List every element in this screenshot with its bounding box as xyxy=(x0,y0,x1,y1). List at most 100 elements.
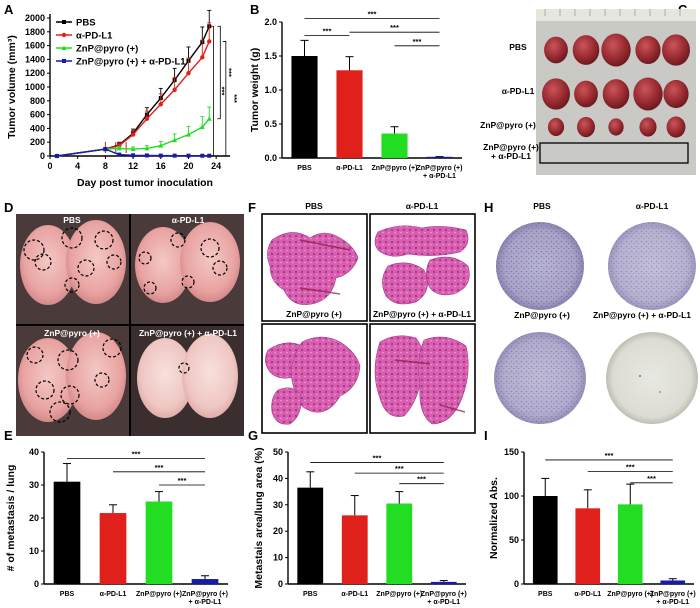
y-axis-label: Tumor weight (g) xyxy=(249,48,261,132)
chart-tumor-weight: 0.0 0.5 1.0 1.5 2.0 PBS α-PD-L1 ZnP@pyro (+) ZnP… xyxy=(249,10,462,180)
y-tick-label: 100 xyxy=(504,491,519,501)
sig-bracket xyxy=(217,25,221,120)
series-line-2 xyxy=(56,118,210,157)
legend-marker xyxy=(61,32,67,38)
lung-apdl1 xyxy=(135,222,240,303)
point xyxy=(158,102,163,107)
panel-letter-i: I xyxy=(484,428,488,443)
tumor-1-2 xyxy=(602,79,630,109)
y-axis-label: Metastais area/lung area (%) xyxy=(253,447,265,588)
bar-0 xyxy=(532,496,558,584)
photo-d-label-apdl1: α-PD-L1 xyxy=(172,215,205,225)
sig-label: *** xyxy=(395,464,404,473)
y-tick-label: 150 xyxy=(504,447,519,457)
category-label: PBS xyxy=(297,165,312,172)
category-label: α-PD-L1 xyxy=(574,591,601,598)
ruler-ticks xyxy=(544,9,681,16)
he-tissue-apdl1-1 xyxy=(374,225,469,257)
y-tick-label: 50 xyxy=(273,447,283,457)
category-label: ZnP@pyro (+) xyxy=(372,165,418,172)
y-tick-label: 2.0 xyxy=(264,17,277,27)
y-tick-label: 30 xyxy=(273,500,283,510)
panel-letter-a: A xyxy=(4,2,14,17)
photo-d-label-combo: ZnP@pyro (+) + α-PD-L1 xyxy=(139,328,237,338)
category-label: ZnP@pyro (+) xyxy=(376,591,422,598)
he-tissue-znp-3 xyxy=(271,387,302,425)
category-label: ZnP@pyro (+) xyxy=(136,591,182,598)
point xyxy=(172,87,177,92)
y-tick-label: 40 xyxy=(273,473,283,483)
photo-c-label-combo-1: ZnP@pyro (+) xyxy=(483,142,539,152)
point xyxy=(207,153,212,158)
photo-h-label-pbs: PBS xyxy=(533,201,551,211)
bar-3 xyxy=(426,156,453,158)
y-tick-label: 800 xyxy=(30,96,45,106)
category-label: α-PD-L1 xyxy=(100,591,127,598)
point xyxy=(116,145,122,151)
sig-label: *** xyxy=(647,474,656,483)
bar-1 xyxy=(99,513,127,584)
y-tick-label: 0 xyxy=(34,579,39,589)
lung-photo-panel: PBS α-PD-L1 ZnP@pyro (+) ZnP@pyro (+) + … xyxy=(16,214,244,436)
y-tick-label: 400 xyxy=(30,123,45,133)
category-label: + α-PD-L1 xyxy=(189,599,222,606)
metastasis-circles xyxy=(23,227,228,423)
y-tick-label: 20 xyxy=(29,513,39,523)
point xyxy=(54,154,59,158)
photo-h-label-znp: ZnP@pyro (+) xyxy=(514,310,570,320)
category-label: + α-PD-L1 xyxy=(656,599,689,606)
sig-bracket xyxy=(222,41,227,157)
point xyxy=(130,132,136,137)
lung-combo xyxy=(137,334,238,418)
point xyxy=(172,137,178,143)
bar-1 xyxy=(336,70,363,158)
tumor-1-1 xyxy=(574,80,598,108)
category-label: PBS xyxy=(303,591,318,598)
legend-marker xyxy=(61,45,67,50)
y-tick-label: 1800 xyxy=(25,27,45,37)
legend-label: ZnP@pyro (+) xyxy=(76,44,138,55)
sig-bracket xyxy=(210,25,214,157)
tumor-2-3 xyxy=(639,117,657,137)
y-axis-label: Tumor volume (mm³) xyxy=(6,35,18,139)
series-line-1 xyxy=(56,41,210,157)
he-tissue-combo-2 xyxy=(418,336,469,425)
sig-label: *** xyxy=(417,475,426,484)
point xyxy=(200,55,205,60)
x-tick-label: 0 xyxy=(47,161,52,171)
chart-tumor-volume: 0 4 8 12 16 20 24 0 200 400 600 800 1000 1200 1400 1600… xyxy=(6,9,239,189)
y-tick-label: 0 xyxy=(514,579,519,589)
category-label: ZnP@pyro (+) xyxy=(421,591,467,598)
x-tick-label: 8 xyxy=(103,161,108,171)
y-tick-label: 50 xyxy=(509,535,519,545)
bar-2 xyxy=(381,133,408,158)
legend-marker xyxy=(62,20,66,24)
point xyxy=(172,153,177,158)
tumor-1-3 xyxy=(633,77,663,111)
point xyxy=(144,116,150,121)
he-tissue-znp-2 xyxy=(291,336,361,413)
point xyxy=(144,145,150,151)
panel-letter-f: F xyxy=(248,200,256,215)
category-label: ZnP@pyro (+) xyxy=(417,165,463,172)
y-tick-label: 20 xyxy=(273,526,283,536)
sig-label: *** xyxy=(217,87,226,96)
bar-3 xyxy=(191,579,219,584)
tumor-0-4 xyxy=(662,34,690,66)
photo-f-label-combo: ZnP@pyro (+) + α-PD-L1 xyxy=(373,309,471,319)
tumor-photo-panel: PBS α-PD-L1 ZnP@pyro (+) ZnP@pyro (+) + … xyxy=(480,9,696,175)
sig-label: *** xyxy=(155,463,164,472)
bar-2 xyxy=(386,503,413,584)
photo-c-label-pbs: PBS xyxy=(509,42,527,52)
point xyxy=(103,147,108,152)
y-tick-label: 1400 xyxy=(25,54,45,64)
x-tick-label: 24 xyxy=(211,161,221,171)
x-tick-label: 16 xyxy=(156,161,166,171)
y-tick-label: 40 xyxy=(29,447,39,457)
point xyxy=(131,153,136,158)
y-tick-label: 1.5 xyxy=(264,51,277,61)
tumor-2-4 xyxy=(666,116,686,138)
y-axis-label: # of metastasis / lung xyxy=(5,465,17,572)
point xyxy=(199,124,205,130)
bar-2 xyxy=(145,501,173,584)
